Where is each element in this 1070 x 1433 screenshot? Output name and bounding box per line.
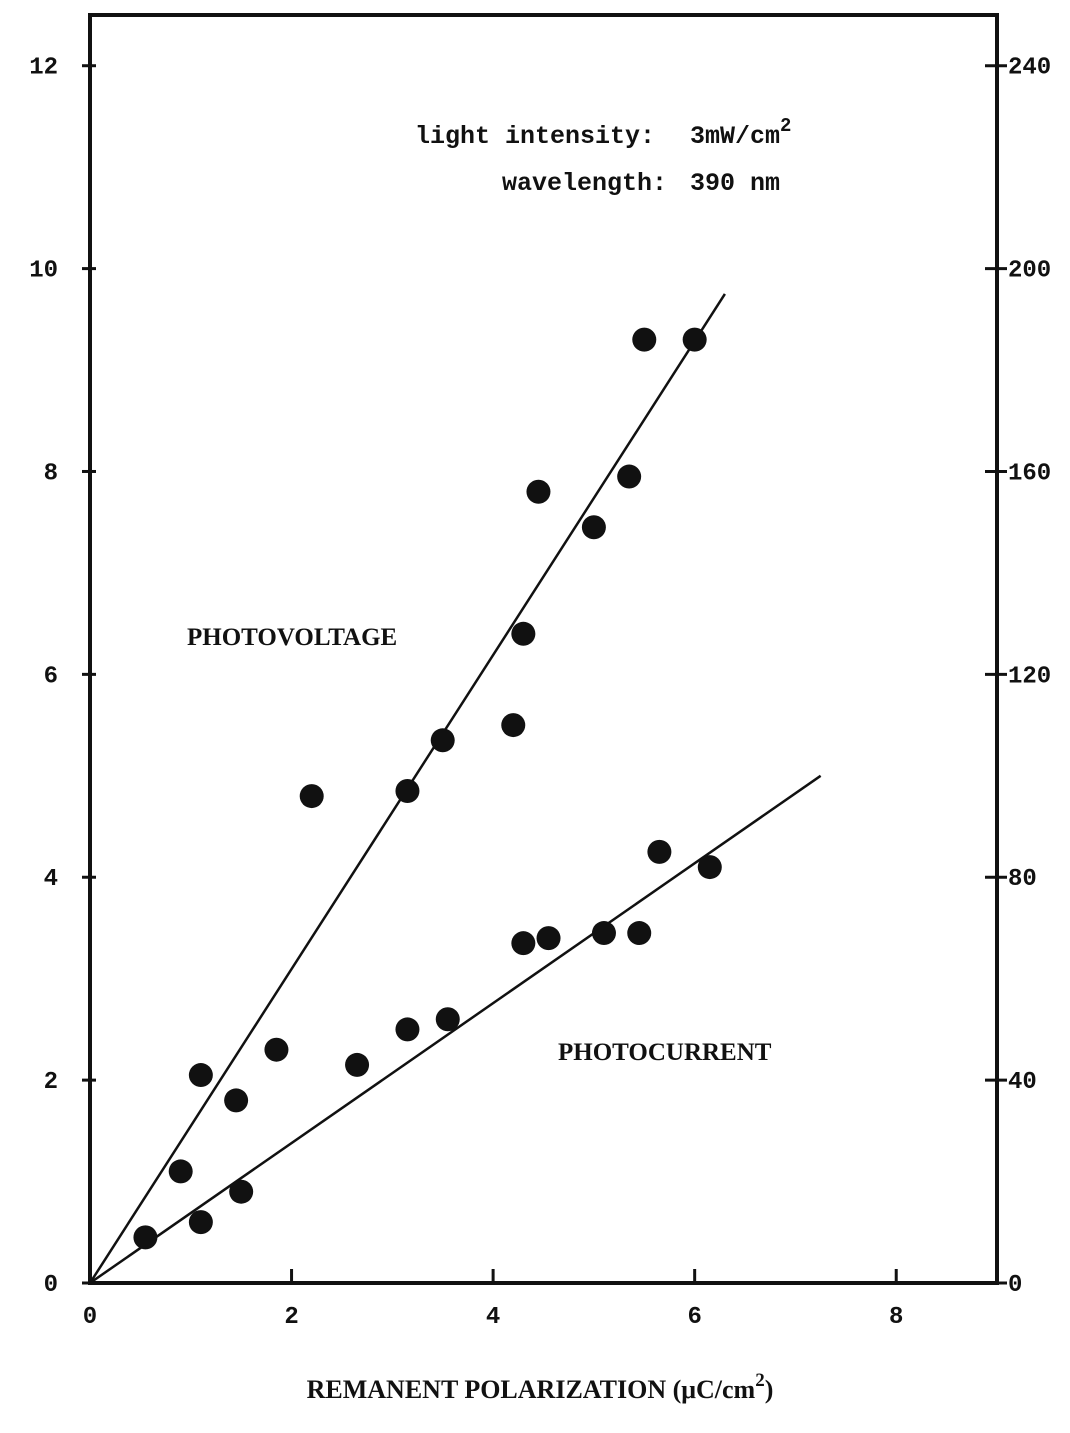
y-tick-label: 12 [29, 55, 58, 82]
y2-tick-label: 200 [1008, 258, 1051, 285]
y2-tick-label: 80 [1008, 866, 1037, 893]
x-axis-ticks: 0 2 4 6 8 [83, 1269, 903, 1331]
photovoltage-point [632, 327, 657, 352]
y-tick-label: 2 [44, 1069, 58, 1096]
y2-tick-label: 160 [1008, 460, 1051, 487]
photovoltage-point [526, 479, 551, 504]
photocurrent-fit-line [89, 774, 822, 1285]
photocurrent-point [511, 931, 536, 956]
photocurrent-point [697, 855, 722, 880]
photovoltage-point [511, 621, 536, 646]
photocurrent-point [435, 1007, 460, 1032]
annotation-intensity-value: 3mW/cm2 [690, 115, 791, 151]
photovoltage-point [430, 728, 455, 753]
y2-tick-label: 0 [1008, 1272, 1022, 1299]
series-label-photocurrent: PHOTOCURRENT [558, 1039, 772, 1066]
series-label-photovoltage: PHOTOVOLTAGE [187, 624, 397, 651]
photovoltage-point [299, 784, 324, 809]
photocurrent-point [536, 926, 561, 951]
photovoltage-point [168, 1159, 193, 1184]
photocurrent-point [188, 1210, 213, 1235]
photovoltage-point [501, 713, 526, 738]
x-axis-title: REMANENT POLARIZATION (μC/cm2) [307, 1370, 774, 1404]
photocurrent-point [591, 921, 616, 946]
y2-tick-label: 240 [1008, 55, 1051, 82]
photovoltage-point [395, 779, 420, 804]
annotation-wavelength-value: 390 nm [690, 169, 780, 198]
x-tick-label: 4 [486, 1304, 500, 1331]
x-tick-label: 8 [889, 1304, 903, 1331]
photocurrent-point [345, 1052, 370, 1077]
y-tick-label: 0 [44, 1272, 58, 1299]
photocurrent-point [133, 1225, 158, 1250]
fit-lines [88, 293, 822, 1285]
photocurrent-point [647, 839, 672, 864]
x-tick-label: 0 [83, 1304, 97, 1331]
data-points [133, 327, 722, 1250]
y-tick-label: 8 [44, 460, 58, 487]
annotation-wavelength-label: wavelength: [502, 169, 667, 198]
photovoltage-point [617, 464, 642, 489]
annotation-intensity-label: light intensity: [415, 122, 655, 151]
photovoltage-point [188, 1063, 213, 1088]
y2-axis-ticks: 0 40 80 120 160 200 240 [985, 55, 1051, 1299]
photovoltage-point [224, 1088, 249, 1113]
photocurrent-point [395, 1017, 420, 1042]
photovoltage-point [264, 1037, 289, 1062]
y-tick-label: 6 [44, 663, 58, 690]
y-axis-ticks: 0 2 4 6 8 10 12 [29, 55, 96, 1299]
y2-tick-label: 120 [1008, 663, 1051, 690]
plot-frame [88, 13, 999, 1285]
y-tick-label: 4 [44, 866, 58, 893]
y-tick-label: 10 [29, 258, 58, 285]
photocurrent-point [229, 1179, 254, 1204]
photocurrent-point [627, 921, 652, 946]
photovoltage-point [581, 515, 606, 540]
x-tick-label: 6 [687, 1304, 701, 1331]
y2-tick-label: 40 [1008, 1069, 1037, 1096]
photovoltage-point [682, 327, 707, 352]
x-tick-label: 2 [284, 1304, 298, 1331]
